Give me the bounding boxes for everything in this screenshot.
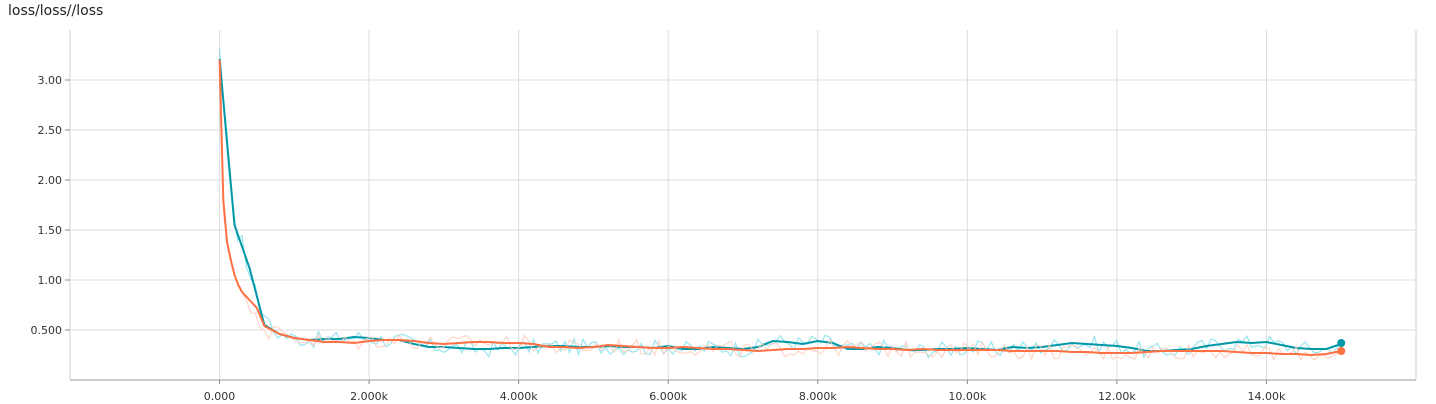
y-tick-label: 1.50 (38, 224, 63, 237)
x-tick-label: 12.00k (1098, 390, 1136, 403)
series-0-end-point (1337, 339, 1346, 347)
y-tick-label: 0.500 (31, 324, 63, 337)
x-tick-label: 8.000k (799, 390, 837, 403)
series-0-line (218, 58, 1342, 352)
y-tick-label: 3.00 (38, 74, 63, 87)
x-tick-label: 10.00k (948, 390, 986, 403)
series-1-raw-line (219, 63, 1342, 362)
chart-title: loss/loss//loss (8, 3, 104, 19)
x-tick-label: 2.000k (350, 390, 388, 403)
y-tick-label: 1.00 (38, 274, 63, 287)
x-tick-label: 0.000 (204, 390, 236, 403)
series-1-line (218, 59, 1342, 357)
series-0-raw-line (219, 48, 1342, 359)
y-tick-label: 2.50 (38, 124, 63, 137)
x-tick-label: 4.000k (500, 390, 538, 403)
x-tick-label: 6.000k (649, 390, 687, 403)
series-1-end-point (1337, 347, 1346, 355)
x-tick-label: 14.00k (1248, 390, 1286, 403)
y-tick-label: 2.00 (38, 174, 63, 187)
